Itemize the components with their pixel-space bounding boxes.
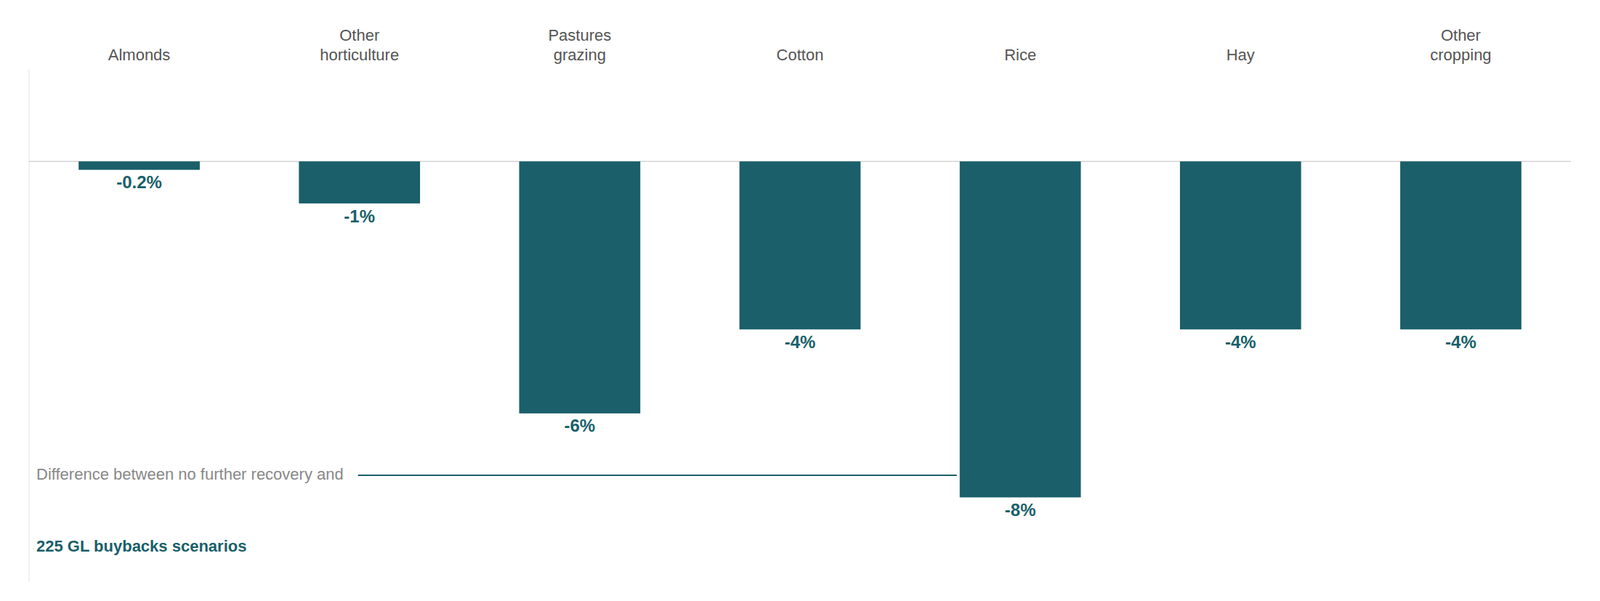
data-label: -4% [1445, 332, 1477, 352]
bar [959, 161, 1082, 498]
annotation-connector [358, 474, 957, 476]
data-label: -1% [343, 206, 375, 226]
annotation-text: 225 GL buybacks scenarios [36, 536, 247, 556]
category-label: Otherhorticulture [319, 26, 399, 64]
data-label: -4% [784, 332, 816, 352]
category-label: Almonds [108, 45, 171, 64]
data-label: -0.2% [116, 172, 163, 192]
labels: -0.2% -1% -6% -4% -8% -4% -4% Almonds Otherhorti… [108, 26, 1492, 520]
category-label: Cotton [776, 45, 824, 64]
value-axis-line [29, 69, 30, 582]
annotation-text: Difference between no further recovery a… [36, 465, 344, 484]
category-label: Pasturesgrazing [547, 26, 612, 64]
bar [739, 161, 862, 330]
category-label: Othercropping [1429, 26, 1492, 64]
chart-container: -0.2% -1% -6% -4% -8% -4% -4% Almonds Otherhorti… [0, 0, 1600, 601]
bar [78, 161, 200, 171]
bar [518, 161, 641, 414]
bar [1180, 161, 1302, 330]
category-label: Hay [1226, 45, 1255, 64]
data-label: -8% [1004, 499, 1037, 520]
data-label: -6% [564, 415, 596, 436]
annotation: Difference between no further recovery a… [36, 465, 957, 556]
data-label: -4% [1225, 332, 1257, 352]
chart-svg: -0.2% -1% -6% -4% -8% -4% -4% Almonds Otherhorti… [0, 0, 1600, 601]
bar [1400, 161, 1522, 330]
bars [78, 161, 1522, 498]
bar [298, 161, 420, 204]
category-label: Rice [1004, 45, 1037, 64]
